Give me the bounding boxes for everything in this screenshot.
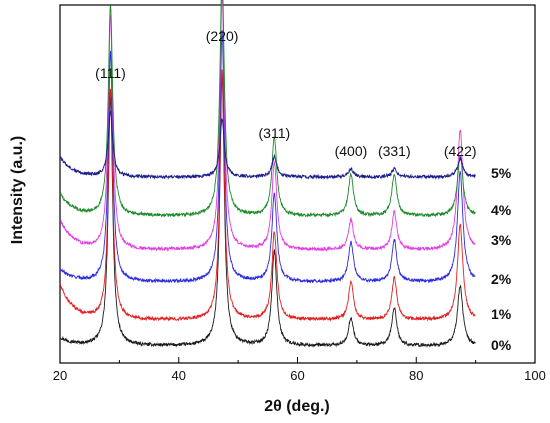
- x-tick-label: 80: [409, 368, 423, 383]
- peak-label: (311): [259, 125, 291, 141]
- peak-label: (400): [335, 143, 368, 159]
- series-label: 0%: [491, 337, 512, 353]
- series-line-3pct: [59, 0, 476, 252]
- series-line-4pct: [59, 0, 476, 218]
- series-line-2pct: [59, 30, 476, 284]
- series-label: 5%: [491, 165, 512, 181]
- x-tick-label: 40: [172, 368, 186, 383]
- peak-label: (111): [95, 65, 126, 81]
- series-label: 1%: [491, 306, 512, 322]
- peak-label-layer: (111) (220) (311) (400) (331) (422): [95, 28, 476, 159]
- axis-layer: 20 40 60 80 100: [53, 357, 546, 383]
- x-tick-label: 100: [524, 368, 546, 383]
- peak-label: (331): [378, 143, 411, 159]
- x-tick-label: 20: [53, 368, 67, 383]
- plot-frame: [59, 4, 536, 364]
- series-line-0pct: [59, 76, 476, 348]
- peak-label: (220): [206, 28, 239, 44]
- series-label: 4%: [491, 202, 512, 218]
- x-tick-label: 60: [290, 368, 304, 383]
- series-label-layer: 0% 1% 2% 3% 4% 5%: [491, 165, 512, 353]
- x-axis-title: 2θ (deg.): [264, 398, 330, 415]
- series-line-1pct: [59, 69, 476, 322]
- series-label: 2%: [491, 271, 512, 287]
- peak-label: (422): [444, 143, 477, 159]
- series-line-5pct: [59, 110, 476, 180]
- series-label: 3%: [491, 232, 512, 248]
- y-axis-title: Intensity (a.u.): [9, 136, 26, 244]
- series-layer: [59, 0, 476, 348]
